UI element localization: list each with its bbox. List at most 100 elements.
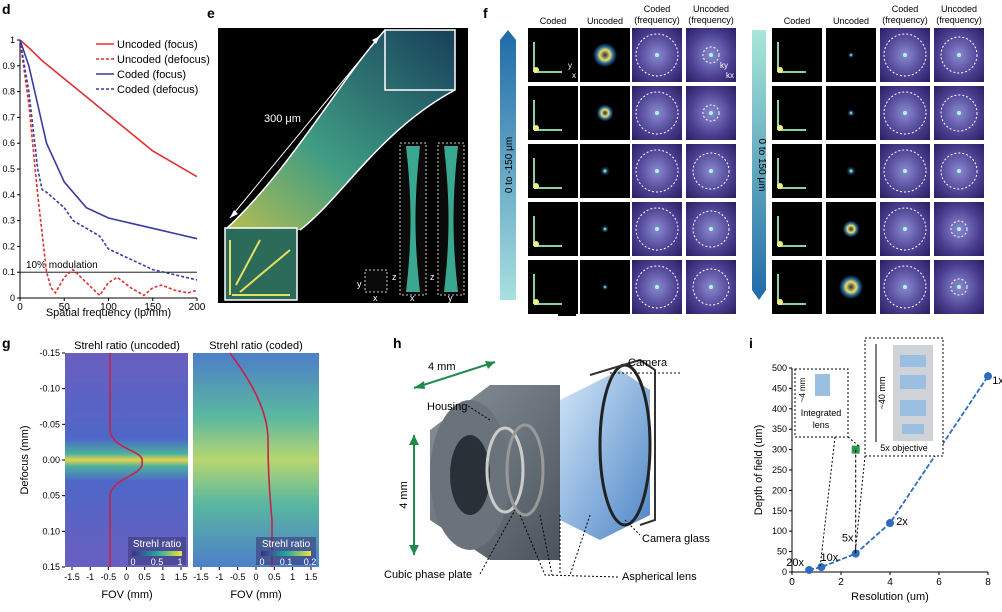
psf-cell-coded [528, 202, 578, 256]
strehl-ytick-label: -0.10 [39, 384, 60, 394]
objective-lens-1 [900, 355, 926, 367]
axis-label-x: x [373, 293, 378, 303]
mtf-ytick-label: 0.9 [2, 61, 15, 71]
psf-cell-coded [772, 260, 822, 314]
label-housing: Housing [427, 401, 467, 413]
aspherical-lens [560, 370, 650, 540]
psf-uncoded-freq-circle [950, 220, 968, 238]
depth-range-left: 0 to -150 μm [504, 137, 515, 193]
psf-coded-peak [533, 299, 539, 305]
psf-uncoded-spot [601, 283, 609, 291]
psf-right-header-line1: Uncoded [941, 4, 977, 14]
psf-uncoded-ring [836, 272, 866, 302]
leader-cubic-phase-plate [479, 509, 516, 575]
psf-uncoded-freq-circle [692, 152, 730, 190]
axis-label-z2: z [430, 272, 435, 282]
mtf-ytick-label: 0.5 [2, 164, 15, 174]
strehl-xlabel-1: FOV (mm) [101, 589, 152, 601]
dim-arrow-top-head-2 [485, 361, 495, 369]
mtf-xtick-label: 0 [17, 302, 23, 313]
psf-uncoded-freq-center [957, 285, 961, 289]
objective-label: 5x objective [880, 443, 928, 453]
psf-uncoded-spot [601, 225, 609, 233]
strehl-uncoded-colorbar-label: Strehl ratio [133, 539, 182, 550]
strehl-yticks: -0.15 -0.10 -0.05 0.00 0.05 0.10 0.15 [39, 348, 65, 572]
psf-coded-peak [777, 125, 783, 131]
integrated-lens-label-2: lens [813, 420, 830, 430]
psf-coded-pattern [533, 100, 562, 131]
mtf-legend-label: Coded (defocus) [117, 84, 198, 96]
strehl-xtick-label: 0 [124, 572, 129, 582]
psf-coded-peak [533, 125, 539, 131]
mtf-ytick-label: 0 [10, 293, 15, 303]
dof-point-label: 20x [786, 557, 804, 569]
psf-coded-freq-circle [635, 33, 679, 77]
psf-grid-headers: Coded UncodedCoded(frequency)Uncoded(freq… [540, 4, 982, 26]
psf-uncoded-freq-center [709, 169, 713, 173]
psf-left-header-line2: (frequency) [634, 15, 680, 25]
integrated-lens-size: ~4 mm [798, 377, 807, 402]
dof-xtick-label: 8 [985, 577, 991, 588]
label-aspherical-lens: Aspherical lens [622, 571, 697, 583]
dof-xtick-label: 2 [838, 577, 844, 588]
psf-coded-freq-circle [883, 265, 927, 309]
psf-uncoded-spot [847, 109, 855, 117]
psf-uncoded-freq-center [957, 111, 961, 115]
dof-ytick-label: 250 [772, 465, 787, 475]
psf-cell-coded [528, 260, 578, 314]
psf-uncoded-spot [846, 166, 856, 176]
psf-scale-arrowhead-top [372, 36, 380, 44]
dim-arrow-top-head-1 [414, 381, 425, 389]
dof-point-label: 10x [821, 552, 839, 564]
dof-point-label: 2x [896, 516, 908, 528]
dof-ytick-label: 300 [772, 445, 787, 455]
psf-uncoded-freq-circle [702, 46, 720, 64]
psf-axis-ky: ky [720, 61, 728, 70]
psf-uncoded-freq-center [957, 169, 961, 173]
strehl-uncoded-cbar-tick-1: 0.5 [151, 557, 164, 567]
psf-coded-freq-circle [635, 91, 679, 135]
psf-left-header: Coded [540, 16, 567, 26]
inset-connector-1 [847, 436, 861, 448]
psf-uncoded-freq-circle [940, 94, 978, 132]
camera-sensor-frame [589, 358, 656, 526]
psf-coded-freq-circle [883, 149, 927, 193]
strehl-xtick-label: 1.5 [305, 572, 318, 582]
psf-coded-pattern [777, 42, 806, 73]
panel-letter-d: d [2, 1, 11, 17]
depth-arrow-right [752, 30, 766, 300]
psf-coded-freq-center [655, 53, 659, 57]
psf-coded-freq-circle [635, 149, 679, 193]
objective-lens-2 [900, 375, 926, 389]
psf-coded-pattern [777, 274, 806, 305]
psf-beam-volume [225, 30, 455, 230]
camera-module-panel: h 4 mm 4 mm Housing Camera Camera glass … [384, 335, 710, 583]
inset-connector-3 [819, 436, 836, 569]
dof-ylabel: Depth of field (um) [753, 425, 765, 515]
dof-ytick-label: 0 [782, 567, 787, 577]
strehl-ylabel: Defocus (mm) [19, 425, 31, 494]
psf-axis-x: x [572, 71, 576, 80]
dim-label-side: 4 mm [398, 481, 410, 509]
psf-side-profile-2 [444, 146, 458, 292]
psf-left-header-line1: Uncoded [693, 4, 729, 14]
strehl-xtick-label: -1 [215, 572, 223, 582]
psf-uncoded-freq-circle [702, 104, 720, 122]
strehl-uncoded-cbar-tick-2: 1 [177, 557, 182, 567]
psf-side-profile-1 [406, 146, 420, 292]
psf-scale-arrow [229, 35, 381, 219]
mtf-ytick-label: 0.8 [2, 87, 15, 97]
mtf-series-line [19, 39, 198, 297]
dim-arrow-side-head-2 [409, 545, 419, 555]
strehl-ytick-label: 0.10 [42, 526, 60, 536]
axis-label-y2: y [448, 293, 453, 303]
mtf-legend-label: Uncoded (focus) [117, 39, 198, 51]
dof-point-label: 1x [992, 375, 1002, 387]
axis-label-y: y [357, 279, 362, 289]
strehl-coded-heatmap [193, 353, 319, 567]
panel-letter-g: g [2, 335, 11, 351]
mtf-xtick-label: 100 [100, 302, 117, 313]
psf-coded-freq-circle [635, 207, 679, 251]
psf-coded-freq-center [655, 169, 659, 173]
strehl-uncoded-profile [109, 353, 143, 567]
